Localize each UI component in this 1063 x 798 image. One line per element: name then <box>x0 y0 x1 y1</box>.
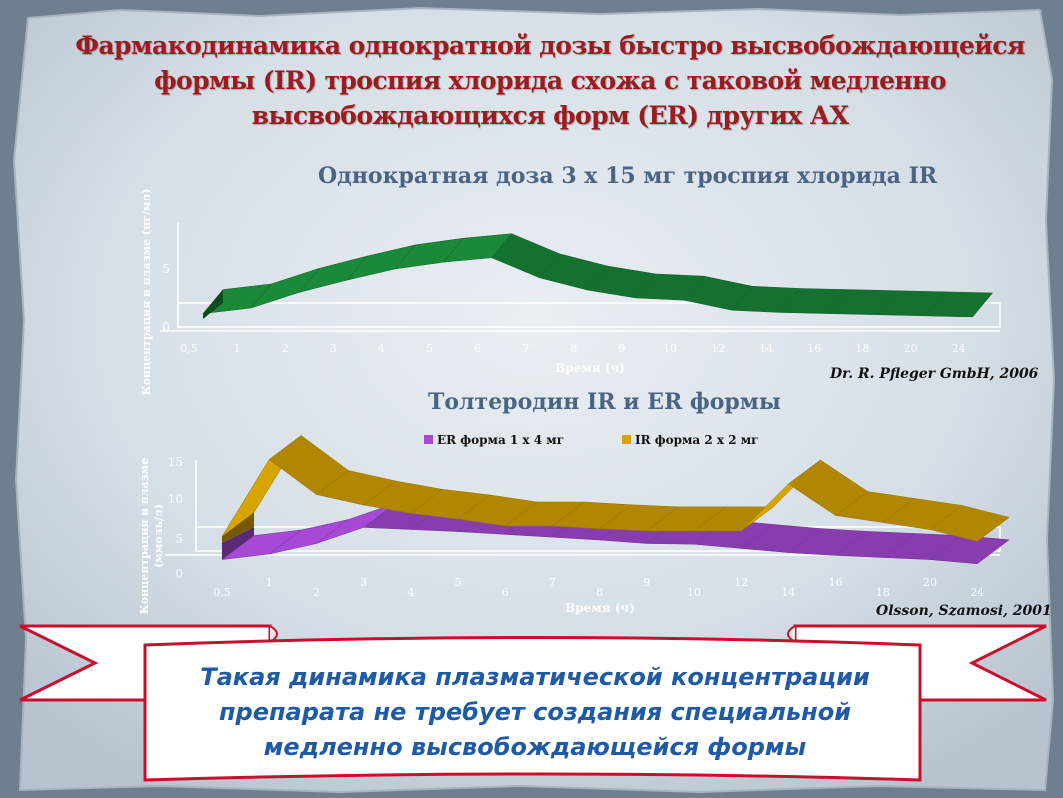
chart2-series-2 <box>221 435 1010 543</box>
chart2-title: Толтеродин IR и ER формы <box>428 389 781 415</box>
chart1-xtick-label: 18 <box>855 342 869 355</box>
chart1-xtick-label: 10 <box>663 342 677 355</box>
chart2-ylabel: Концентрация в плазме(ммоль/л) <box>138 458 165 614</box>
chart2-ytick-label: 5 <box>175 532 183 546</box>
chart2-xtick-label: 6 <box>502 586 509 599</box>
chart2-credit: Olsson, Szamosi, 2001 <box>876 603 1052 619</box>
chart2-xtick-label: 12 <box>734 576 748 589</box>
chart1-credit: Dr. R. Pfleger GmbH, 2006 <box>830 366 1039 382</box>
chart2-series-1-segment <box>929 535 1010 565</box>
title-line-1: Фармакодинамика однократной дозы быстро … <box>75 31 1025 60</box>
chart2-xtick-label: 18 <box>876 586 890 599</box>
chart2-xtick-label: 1 <box>266 576 273 589</box>
chart1-xtick-label: 8 <box>570 342 577 355</box>
chart2-xtick-label: 8 <box>596 586 603 599</box>
chart2-ytick-label: 0 <box>175 567 183 581</box>
chart2-series-2-endcap <box>222 512 254 543</box>
chart1-xtick-label: 24 <box>952 342 966 355</box>
banner-line-1: Такая динамика плазматической концентрац… <box>200 663 870 691</box>
legend-swatch-2 <box>622 435 631 444</box>
chart1-series-1-endcap <box>203 289 223 319</box>
chart2-xtick-label: 14 <box>781 586 795 599</box>
chart2-xtick-label: 24 <box>970 586 984 599</box>
banner-line-3: медленно высвобождающейся формы <box>263 733 807 761</box>
chart1-ytick-label: 0 <box>162 320 170 334</box>
ribbon-body <box>143 636 922 782</box>
chart2-series-2-segment <box>929 505 1010 542</box>
chart1-xtick-label: 1 <box>234 342 241 355</box>
slide-title: Фармакодинамика однократной дозы быстро … <box>60 28 1040 133</box>
chart2-xtick-label: 3 <box>360 576 367 589</box>
chart2-ytick-label: 10 <box>168 492 183 506</box>
chart1-xtick-label: 7 <box>522 342 529 355</box>
chart1-xtick-label: 16 <box>807 342 821 355</box>
chart2-xtick-label: 9 <box>643 576 650 589</box>
title-line-2: формы (IR) троспия хлорида схожа с таков… <box>154 66 946 95</box>
chart1-title: Однократная доза 3 х 15 мг троспия хлори… <box>318 163 938 189</box>
chart1-series-1-segment <box>923 291 994 318</box>
chart1-xtick-label: 20 <box>904 342 918 355</box>
chart1-xtick-label: 0,5 <box>180 342 198 355</box>
chart1-xtick-label: 14 <box>759 342 773 355</box>
chart1-xtick-label: 3 <box>330 342 337 355</box>
chart1-xtick-label: 5 <box>426 342 433 355</box>
chart2-xtick-label: 20 <box>923 576 937 589</box>
chart2-xtick-label: 5 <box>455 576 462 589</box>
banner-line-2: препарата не требует создания специально… <box>218 698 852 726</box>
chart1-xtick-label: 12 <box>711 342 725 355</box>
chart1-xtick-label: 2 <box>282 342 289 355</box>
chart2-xtick-label: 10 <box>687 586 701 599</box>
chart1-xtick-label: 6 <box>474 342 481 355</box>
chart1-xtick-label: 4 <box>378 342 385 355</box>
chart2-xlabel: Время (ч) <box>565 601 635 615</box>
chart2-series-1-endcap <box>222 527 254 560</box>
chart2-xtick-label: 4 <box>407 586 414 599</box>
chart2-ytick-label: 15 <box>168 455 183 469</box>
chart1-xlabel: Время (ч) <box>555 361 625 375</box>
chart2-xtick-label: 2 <box>313 586 320 599</box>
chart1-ytick-label: 5 <box>162 262 170 276</box>
legend-swatch-1 <box>424 435 433 444</box>
chart2-xtick-label: 7 <box>549 576 556 589</box>
chart1-ylabel: Концентрация в плазме (нг/мл) <box>140 189 153 396</box>
title-line-3: высвобождающихся форм (ER) других АХ <box>251 101 849 130</box>
legend-label-2: IR форма 2 х 2 мг <box>635 433 759 447</box>
legend-label-1: ER форма 1 х 4 мг <box>437 433 564 447</box>
chart2-xtick-label: 0,5 <box>213 586 231 599</box>
chart1-series-1 <box>202 233 994 319</box>
chart2-xtick-label: 16 <box>829 576 843 589</box>
chart1-floor <box>177 302 1001 328</box>
chart1-xtick-label: 9 <box>618 342 625 355</box>
banner-text: Такая динамика плазматической концентрац… <box>150 660 920 765</box>
